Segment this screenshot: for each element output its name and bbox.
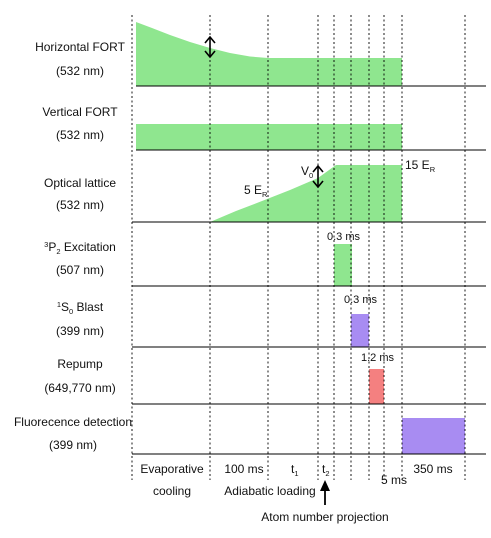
timeline-evaporative: Evaporative: [140, 462, 204, 476]
timing-markers: [131, 15, 466, 480]
timeline-5ms: 5 ms: [381, 473, 407, 487]
annotations: 5 ER 15 ER V0 0.3 ms 0.3 ms 1.2 ms: [244, 158, 436, 364]
baselines: [132, 85, 486, 455]
label-fluorescence: Fluorecence detection: [14, 415, 132, 429]
pulses: [136, 22, 465, 454]
timeline-350ms: 350 ms: [413, 462, 452, 476]
row-labels: Horizontal FORT (532 nm) Vertical FORT (…: [14, 40, 132, 452]
timeline-100ms: 100 ms: [224, 462, 263, 476]
annotation-v0: V0: [301, 164, 313, 180]
timeline-labels: Evaporative cooling 100 ms Adiabatic loa…: [140, 462, 452, 524]
annotation-blast-duration: 0.3 ms: [344, 294, 378, 306]
label-blast-wavelength: (399 nm): [56, 324, 104, 338]
annotation-repump-duration: 1.2 ms: [361, 352, 395, 364]
label-repump: Repump: [57, 357, 103, 371]
label-vertical-fort-wavelength: (532 nm): [56, 128, 104, 142]
timeline-atom-number-projection: Atom number projection: [261, 510, 388, 524]
timeline-t1: t1: [291, 462, 299, 478]
timeline-t2: t2: [322, 462, 330, 478]
fluorescence-pulse: [402, 418, 465, 454]
label-optical-lattice: Optical lattice: [44, 176, 116, 190]
horizontal-fort-double-arrow-icon: [204, 35, 216, 59]
excitation-pulse: [334, 244, 352, 286]
horizontal-fort-pulse: [136, 22, 402, 86]
double-arrows: [204, 35, 324, 189]
blast-pulse: [351, 314, 369, 347]
annotation-15er: 15 ER: [405, 158, 436, 174]
up-arrow-icon: [320, 480, 330, 505]
label-vertical-fort: Vertical FORT: [42, 105, 118, 119]
annotation-5er: 5 ER: [244, 183, 268, 199]
optical-lattice-ramp: [210, 165, 402, 222]
label-horizontal-fort-wavelength: (532 nm): [56, 64, 104, 78]
v0-double-arrow-icon: [312, 164, 324, 189]
timeline-cooling: cooling: [153, 484, 191, 498]
label-repump-wavelength: (649,770 nm): [44, 381, 115, 395]
annotation-excitation-duration: 0.3 ms: [327, 231, 361, 243]
repump-pulse: [369, 369, 384, 404]
label-horizontal-fort: Horizontal FORT: [35, 40, 125, 54]
label-excitation-wavelength: (507 nm): [56, 263, 104, 277]
timeline-adiabatic-loading: Adiabatic loading: [224, 484, 315, 498]
label-fluorescence-wavelength: (399 nm): [49, 438, 97, 452]
label-blast: 1S0 Blast: [57, 300, 104, 316]
label-optical-lattice-wavelength: (532 nm): [56, 198, 104, 212]
vertical-fort-pulse: [136, 124, 402, 150]
label-excitation: 3P2 Excitation: [44, 240, 116, 256]
